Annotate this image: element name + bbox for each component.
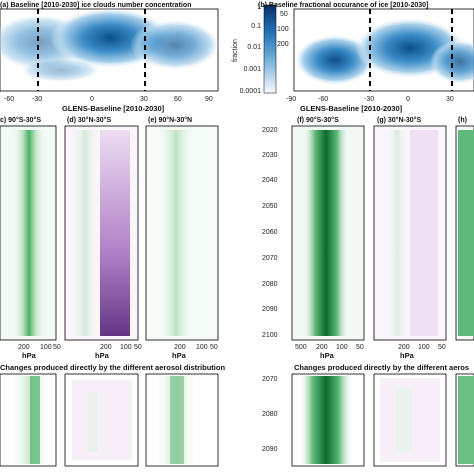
panel-d-title: (d) 30°N-30°S (67, 116, 111, 124)
bottom-title-right: Changes produced directly by the differe… (294, 363, 469, 372)
x-tick: 200 (18, 344, 30, 351)
y-tick: 2050 (262, 203, 278, 210)
x-tick: 100 (120, 344, 132, 351)
x-tick: 90 (205, 96, 213, 103)
panel-g-plot (373, 125, 447, 341)
panel-g-title: (g) 30°N-30°S (377, 116, 421, 124)
year-axis-bottom: 2070 2080 2090 (262, 376, 278, 453)
x-tick: 200 (174, 344, 186, 351)
panel-b-x-ticks: -90 -60 -30 0 30 (286, 96, 454, 103)
bottom-panel-e-plot (145, 373, 219, 467)
bottom-panel-h-plot (455, 373, 474, 467)
y-tick: 2100 (262, 332, 278, 339)
y-tick: 2030 (262, 152, 278, 159)
bottom-panel-g-plot (373, 373, 447, 467)
x-tick: 50 (53, 344, 61, 351)
panel-b-title: (b) Baseline fractional occurance of ice… (258, 2, 428, 9)
colorbar-tick: 0.1 (251, 23, 261, 30)
x-tick: 200 (316, 344, 328, 351)
colorbar-tick: 1 (257, 4, 261, 11)
panel-c-x-ticks: 200 100 50 (18, 344, 61, 351)
panel-g-x-ticks: 200 100 50 (398, 344, 446, 351)
bottom-title-left: Changes produced directly by the differe… (0, 363, 225, 372)
panel-e-x-ticks: 200 100 50 (174, 344, 218, 351)
x-tick: -60 (318, 96, 328, 103)
colorbar: 1 0.1 0.01 0.001 0.0001 fraction (232, 4, 277, 95)
panel-f-plot (291, 125, 365, 341)
panel-d-plot (64, 125, 139, 341)
x-tick: 50 (438, 344, 446, 351)
x-tick: 100 (196, 344, 208, 351)
x-tick: 30 (446, 96, 454, 103)
y-tick: 2090 (262, 446, 278, 453)
y-tick: 2020 (262, 127, 278, 134)
colorbar-tick: 0.001 (243, 66, 261, 73)
y-tick: 50 (280, 11, 288, 18)
panel-f-title: (f) 90°S-30°S (297, 116, 339, 124)
y-tick: 100 (277, 26, 289, 33)
colorbar-tick: 0.0001 (240, 88, 262, 95)
y-tick: 2060 (262, 229, 278, 236)
x-tick: 100 (40, 344, 52, 351)
y-tick: 2070 (262, 255, 278, 262)
panel-h-plot (455, 125, 474, 341)
panel-c-title: c) 90°S-30°S (0, 116, 41, 124)
panel-b-y-ticks: 50 100 200 (277, 11, 289, 48)
panel-e-plot (145, 125, 219, 341)
panel-a-plot (0, 8, 220, 92)
y-tick: 2080 (262, 411, 278, 418)
panel-f-x-ticks: 500 200 100 50 (295, 344, 364, 351)
x-tick: 200 (100, 344, 112, 351)
x-tick: -90 (286, 96, 296, 103)
x-tick: -60 (4, 96, 14, 103)
x-axis-label: hPa (95, 351, 110, 360)
x-axis-label: hPa (320, 351, 335, 360)
panel-h-title: (h) (458, 117, 467, 124)
x-axis-label: hPa (400, 351, 415, 360)
section-title-left: GLENS-Baseline [2010-2030] (62, 104, 165, 113)
y-tick: 2090 (262, 306, 278, 313)
x-tick: -30 (364, 96, 374, 103)
y-tick: 2040 (262, 177, 278, 184)
y-tick: 2070 (262, 376, 278, 383)
x-tick: 100 (418, 344, 430, 351)
x-tick: 200 (398, 344, 410, 351)
bottom-panel-c-plot (0, 373, 57, 467)
section-title-right: GLENS-Baseline [2010-2030] (300, 104, 403, 113)
x-tick: 0 (406, 96, 410, 103)
x-tick: 50 (134, 344, 142, 351)
x-tick: 30 (140, 96, 148, 103)
x-tick: 0 (90, 96, 94, 103)
x-tick: 50 (210, 344, 218, 351)
x-tick: 500 (295, 344, 307, 351)
x-tick: 50 (356, 344, 364, 351)
panel-a-title: (a) Baseline [2010-2030] ice clouds numb… (0, 2, 191, 9)
panel-c-plot (0, 125, 57, 341)
y-tick: 200 (277, 41, 289, 48)
panel-a-x-ticks: -60 -30 0 30 60 90 (4, 96, 213, 103)
bottom-panel-d-plot (64, 373, 139, 467)
colorbar-tick: 0.01 (247, 44, 261, 51)
panel-d-x-ticks: 200 100 50 (100, 344, 142, 351)
panel-e-title: (e) 90°N-30°N (148, 116, 192, 124)
year-axis-mid: 2020 2030 2040 2050 2060 2070 2080 2090 … (262, 127, 278, 339)
x-tick: 60 (174, 96, 182, 103)
colorbar-label: fraction (232, 39, 239, 62)
y-tick: 2080 (262, 281, 278, 288)
x-axis-label: hPa (172, 351, 187, 360)
x-tick: -30 (32, 96, 42, 103)
x-tick: 100 (336, 344, 348, 351)
panel-b-plot (293, 8, 474, 92)
bottom-panel-f-plot (291, 373, 365, 467)
x-axis-label: hPa (22, 351, 37, 360)
